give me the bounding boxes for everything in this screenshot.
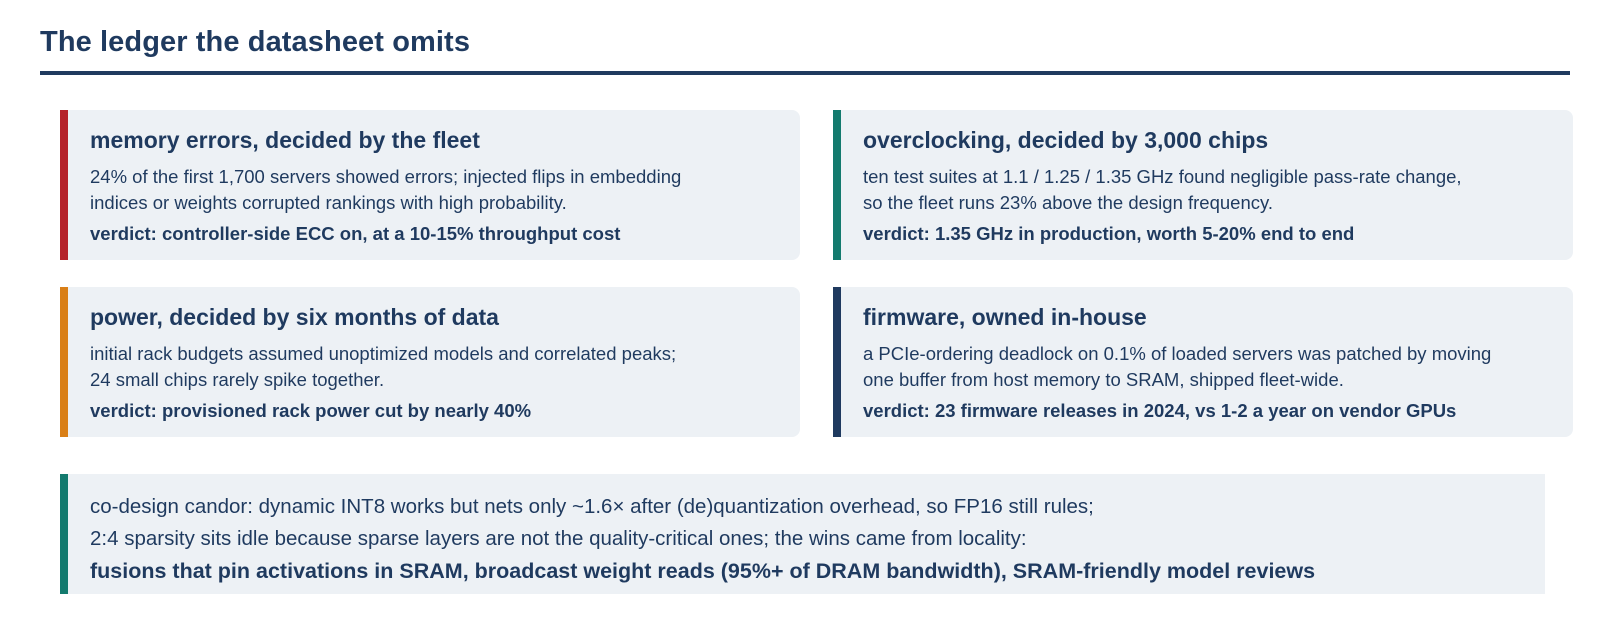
summary-line: co-design candor: dynamic INT8 works but… xyxy=(90,495,1094,518)
card-body-line: initial rack budgets assumed unoptimized… xyxy=(90,343,677,364)
summary-line: 2:4 sparsity sits idle because sparse la… xyxy=(90,527,1027,550)
card-body-line: indices or weights corrupted rankings wi… xyxy=(90,192,567,213)
card-body: ten test suites at 1.1 / 1.25 / 1.35 GHz… xyxy=(863,164,1553,216)
summary-conclusion: fusions that pin activations in SRAM, br… xyxy=(90,559,1316,583)
card-body: 24% of the first 1,700 servers showed er… xyxy=(90,164,780,216)
card-verdict: verdict: 23 firmware releases in 2024, v… xyxy=(863,400,1457,421)
card-body: a PCIe-ordering deadlock on 0.1% of load… xyxy=(863,341,1553,393)
co-design-summary-panel: co-design candor: dynamic INT8 works but… xyxy=(60,474,1545,594)
card-body-line: a PCIe-ordering deadlock on 0.1% of load… xyxy=(863,343,1492,364)
card-accent-bar xyxy=(833,287,841,437)
card-verdict: verdict: 1.35 GHz in production, worth 5… xyxy=(863,223,1355,244)
card-title: memory errors, decided by the fleet xyxy=(90,127,480,153)
card-body-line: one buffer from host memory to SRAM, shi… xyxy=(863,369,1344,390)
card-power: power, decided by six months of data ini… xyxy=(60,287,800,437)
card-title: power, decided by six months of data xyxy=(90,304,499,330)
card-body-line: 24% of the first 1,700 servers showed er… xyxy=(90,166,682,187)
card-accent-bar xyxy=(833,110,841,260)
card-body: initial rack budgets assumed unoptimized… xyxy=(90,341,780,393)
card-accent-bar xyxy=(60,110,68,260)
card-memory-errors: memory errors, decided by the fleet 24% … xyxy=(60,110,800,260)
card-verdict: verdict: provisioned rack power cut by n… xyxy=(90,400,532,421)
card-body-line: so the fleet runs 23% above the design f… xyxy=(863,192,1274,213)
page-title: The ledger the datasheet omits xyxy=(40,26,471,58)
card-title: overclocking, decided by 3,000 chips xyxy=(863,127,1269,153)
card-overclocking: overclocking, decided by 3,000 chips ten… xyxy=(833,110,1573,260)
title-divider xyxy=(40,71,1570,75)
card-title: firmware, owned in-house xyxy=(863,304,1147,330)
panel-accent-bar xyxy=(60,474,68,594)
card-firmware: firmware, owned in-house a PCIe-ordering… xyxy=(833,287,1573,437)
card-body-line: ten test suites at 1.1 / 1.25 / 1.35 GHz… xyxy=(863,166,1462,187)
card-verdict: verdict: controller-side ECC on, at a 10… xyxy=(90,223,621,244)
card-accent-bar xyxy=(60,287,68,437)
card-body-line: 24 small chips rarely spike together. xyxy=(90,369,385,390)
